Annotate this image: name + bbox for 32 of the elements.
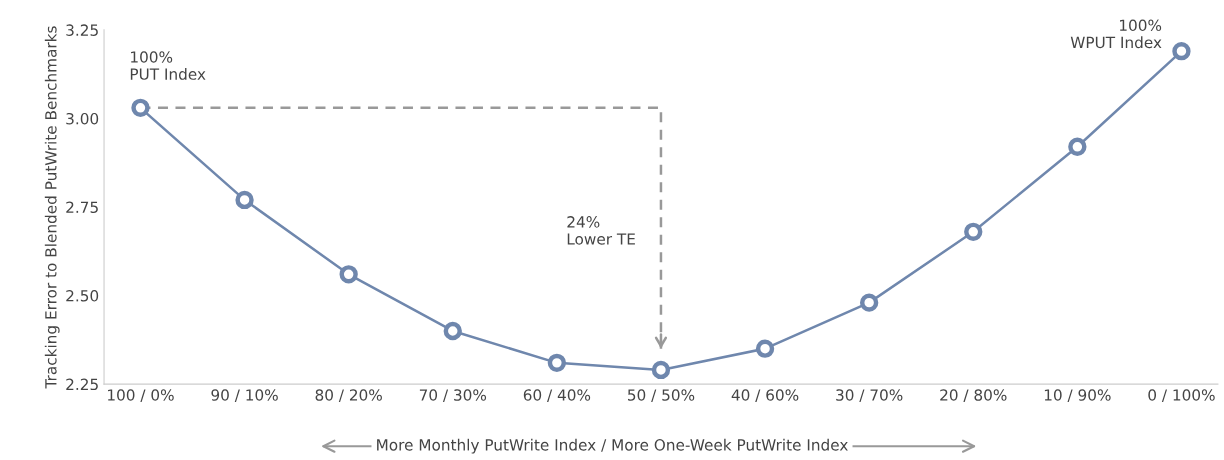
y-tick-label: 2.75 — [66, 201, 98, 214]
x-tick-label: 70 / 30% — [419, 389, 487, 402]
x-tick-label: 100 / 0% — [108, 389, 174, 402]
x-tick-label: 0 / 100% — [1148, 389, 1215, 402]
x-tick-label: 10 / 90% — [1044, 389, 1111, 402]
x-tick-label: 30 / 70% — [836, 389, 903, 402]
annotation: 100% WPUT Index — [1070, 19, 1162, 49]
point — [964, 222, 983, 241]
y-axis-title: Tracking Error to Blended PutWrite Benchmarks — [44, 26, 60, 389]
point — [443, 321, 462, 341]
y-tick-label: 2.25 — [66, 378, 98, 391]
point — [1172, 41, 1191, 61]
y-tick-label: 3.00 — [66, 112, 99, 125]
annotation: 24% Lower TE — [567, 216, 635, 245]
x-tick-label: 90 / 10% — [211, 389, 278, 402]
x-tick-label: 60 / 40% — [523, 389, 591, 402]
point — [651, 360, 671, 380]
point — [859, 293, 879, 312]
point — [755, 339, 775, 358]
annotation: 100% PUT Index — [130, 51, 206, 80]
y-tick-label: 3.25 — [66, 24, 98, 36]
point — [235, 190, 254, 210]
point — [339, 265, 358, 284]
x-tick-label: 80 / 20% — [315, 389, 382, 402]
x-tick-label: 40 / 60% — [731, 389, 799, 402]
y-tick-label: 2.50 — [66, 290, 99, 302]
point — [547, 353, 567, 373]
x-tick-label: 20 / 80% — [940, 389, 1007, 402]
point — [131, 98, 150, 117]
text: More Monthly PutWrite Index / More One-Week PutWrite Index — [377, 438, 848, 454]
point — [1068, 137, 1087, 156]
x-tick-label: 50 / 50% — [628, 389, 695, 402]
